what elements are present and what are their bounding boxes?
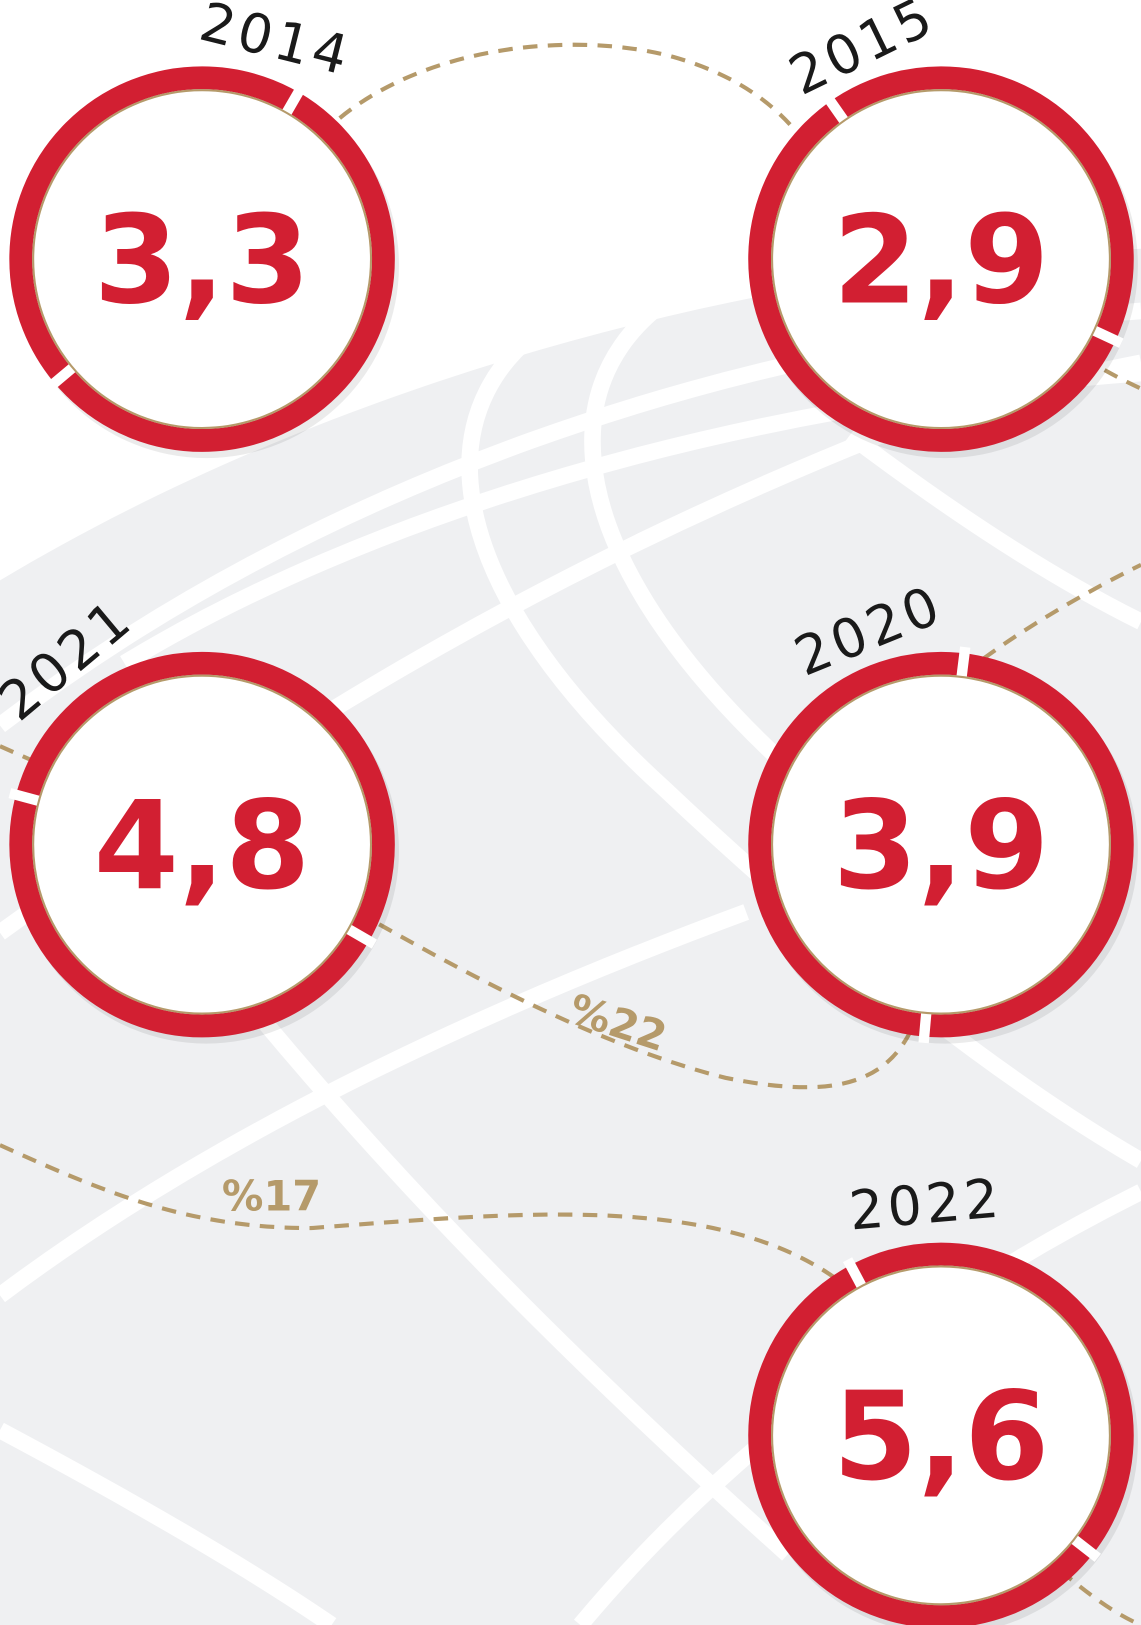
- value: 3,3: [94, 189, 311, 332]
- disc: [771, 1265, 1111, 1606]
- ring-gap: [842, 1257, 868, 1292]
- ring-gap: [1089, 324, 1124, 348]
- year-node: 5,6 2022: [748, 1166, 1138, 1625]
- value: 2,9: [833, 189, 1050, 332]
- disc: [32, 674, 373, 1015]
- value: 5,6: [833, 1365, 1050, 1508]
- ring: [748, 66, 1134, 452]
- ring-gap: [1068, 1533, 1101, 1562]
- value: 3,9: [833, 774, 1050, 917]
- disc: [771, 674, 1111, 1015]
- ring: [9, 66, 395, 452]
- connector-label: %17: [222, 1172, 321, 1220]
- value: 4,8: [94, 774, 311, 917]
- ring-gap: [343, 923, 377, 949]
- ring-gap: [280, 84, 307, 119]
- ring-gap: [46, 361, 79, 391]
- year: 2022: [847, 1166, 1006, 1242]
- ring: [748, 1242, 1134, 1625]
- ring-gap: [956, 646, 971, 681]
- ring: [9, 651, 395, 1038]
- ring-gap: [918, 1009, 932, 1044]
- ring-gap: [822, 93, 851, 127]
- disc: [32, 89, 373, 430]
- ring-gap: [8, 788, 44, 807]
- disc: [771, 89, 1111, 430]
- ring: [748, 651, 1134, 1038]
